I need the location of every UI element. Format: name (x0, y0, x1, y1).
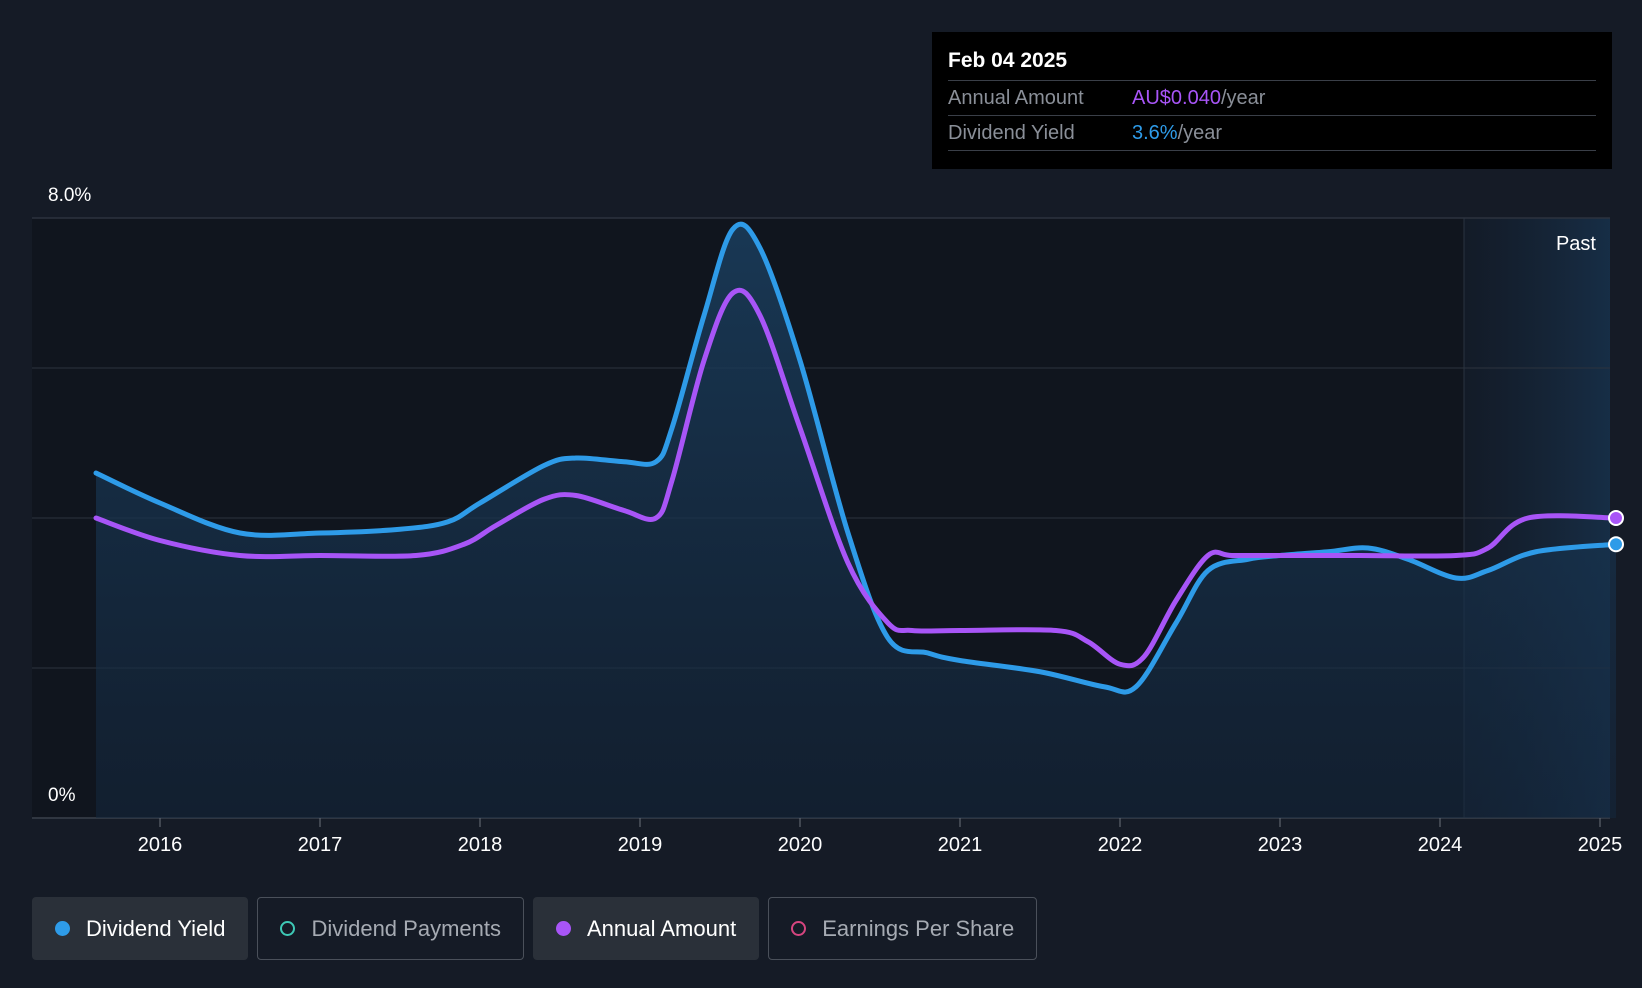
tooltip-date: Feb 04 2025 (948, 49, 1068, 72)
legend-dot-icon (791, 921, 807, 936)
legend-label: Earnings Per Share (822, 915, 1015, 941)
legend-dot-icon (555, 921, 571, 936)
legend-item-dividend-payments[interactable]: Dividend Payments (257, 897, 524, 960)
x-tick-label: 2019 (618, 834, 663, 856)
tooltip-row-annual-amount: Annual Amount AU$0.040 /year (948, 80, 1596, 115)
legend: Dividend Yield Dividend Payments Annual … (32, 897, 1038, 960)
legend-item-earnings-per-share[interactable]: Earnings Per Share (768, 897, 1038, 960)
annual-amount-endpoint (1608, 510, 1624, 526)
dividend-yield-area (96, 224, 1616, 819)
annual-amount-line (93, 287, 1619, 669)
legend-label: Dividend Yield (86, 915, 226, 941)
tooltip-row-value: 3.6% (1132, 122, 1178, 144)
tooltip-row-dividend-yield: Dividend Yield 3.6% /year (948, 115, 1596, 151)
dividend-yield-endpoint (1608, 536, 1624, 553)
x-tick-label: 2017 (298, 834, 343, 856)
tooltip-row-label: Annual Amount (948, 87, 1084, 109)
x-tick-label: 2024 (1418, 834, 1463, 856)
tooltip-row-unit: /year (1220, 87, 1266, 109)
x-tick-label: 2021 (938, 834, 983, 856)
legend-dot-icon (55, 921, 70, 936)
y-tick-label-bottom: 0% (48, 785, 76, 806)
legend-label: Annual Amount (586, 915, 737, 941)
tooltip-row-unit: /year (1177, 122, 1223, 144)
legend-label: Dividend Payments (311, 915, 501, 941)
x-tick-label: 2025 (1578, 834, 1623, 856)
x-tick-label: 2018 (458, 834, 503, 856)
tooltip: Feb 04 2025 Annual Amount AU$0.040 /year… (932, 32, 1612, 169)
tooltip-row-value: AU$0.040 (1132, 87, 1221, 109)
x-tick-label: 2022 (1098, 834, 1143, 856)
legend-item-annual-amount[interactable]: Annual Amount (532, 897, 760, 960)
legend-item-dividend-yield[interactable]: Dividend Yield (32, 897, 249, 960)
tooltip-row-label: Dividend Yield (948, 122, 1075, 144)
x-tick-label: 2016 (138, 834, 183, 856)
x-tick-label: 2023 (1258, 834, 1303, 856)
x-tick-label: 2020 (778, 834, 823, 856)
y-tick-label-top: 8.0% (48, 185, 91, 206)
dividend-yield-line (93, 221, 1619, 695)
past-label: Past (1556, 233, 1596, 255)
legend-dot-icon (280, 921, 296, 936)
